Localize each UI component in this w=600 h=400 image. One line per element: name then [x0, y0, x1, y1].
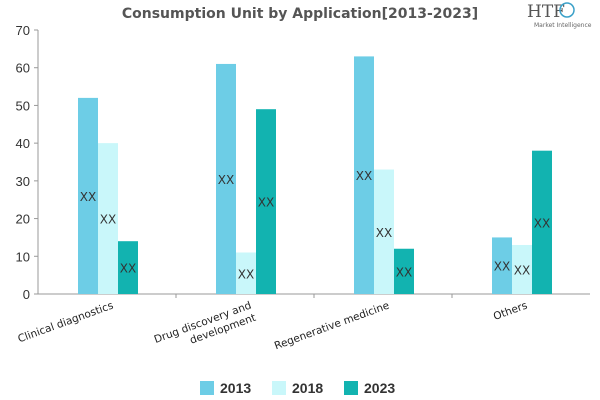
legend-label: 2018	[292, 380, 323, 396]
y-tick-label: 10	[16, 249, 30, 264]
bar	[236, 252, 256, 294]
bar	[256, 109, 276, 294]
bar	[532, 150, 552, 294]
legend-swatch	[344, 381, 358, 395]
y-tick-label: 60	[16, 61, 30, 76]
logo-subtext: Market Intelligence	[534, 22, 592, 29]
bar	[78, 97, 98, 294]
y-tick-label: 30	[16, 174, 30, 189]
data-label: XX	[120, 262, 136, 276]
data-label: XX	[534, 216, 550, 230]
htf-logo: HTF Market Intelligence	[527, 2, 592, 29]
category-label-line: Regenerative medicine	[273, 300, 391, 353]
data-label: XX	[356, 169, 372, 183]
legend: 2013 2018 2023	[200, 380, 395, 396]
y-tick-label: 50	[16, 98, 30, 113]
category-label: Clinical diagnostics	[16, 300, 115, 346]
chart-title: Consumption Unit by Application[2013-202…	[122, 6, 478, 22]
bar	[492, 237, 512, 294]
logo-text: HTF	[527, 2, 565, 22]
bar	[354, 56, 374, 295]
data-label: XX	[514, 263, 530, 277]
data-label: XX	[396, 265, 412, 279]
data-labels: XX XX XX XX XX XX XX XX XX XX XX XX	[80, 169, 550, 281]
y-tick-label: 40	[16, 136, 30, 151]
bar	[216, 63, 236, 294]
category-label-line: Others	[492, 300, 529, 323]
data-label: XX	[100, 213, 116, 227]
y-tick-label: 0	[23, 287, 30, 302]
x-axis-categories: Clinical diagnostics Drug discovery andde…	[16, 300, 529, 359]
data-label: XX	[258, 196, 274, 210]
data-label: XX	[80, 190, 96, 204]
category-label: Others	[492, 300, 529, 323]
bar	[98, 143, 118, 294]
category-label-line: Clinical diagnostics	[16, 300, 115, 346]
logo-globe-icon	[559, 2, 575, 18]
bar	[374, 169, 394, 294]
legend-swatch	[200, 381, 214, 395]
category-label: Drug discovery anddevelopment	[153, 300, 258, 359]
y-tick-label: 70	[16, 23, 30, 38]
y-tick-label: 20	[16, 212, 30, 227]
category-label: Regenerative medicine	[273, 300, 391, 353]
legend-label: 2013	[220, 380, 251, 396]
legend-swatch	[272, 381, 286, 395]
data-label: XX	[238, 267, 254, 281]
bars	[78, 56, 552, 295]
bar	[512, 244, 532, 294]
bar	[394, 248, 414, 294]
data-label: XX	[494, 260, 510, 274]
data-label: XX	[218, 173, 234, 187]
bar	[118, 241, 138, 294]
legend-label: 2023	[364, 380, 395, 396]
data-label: XX	[376, 226, 392, 240]
